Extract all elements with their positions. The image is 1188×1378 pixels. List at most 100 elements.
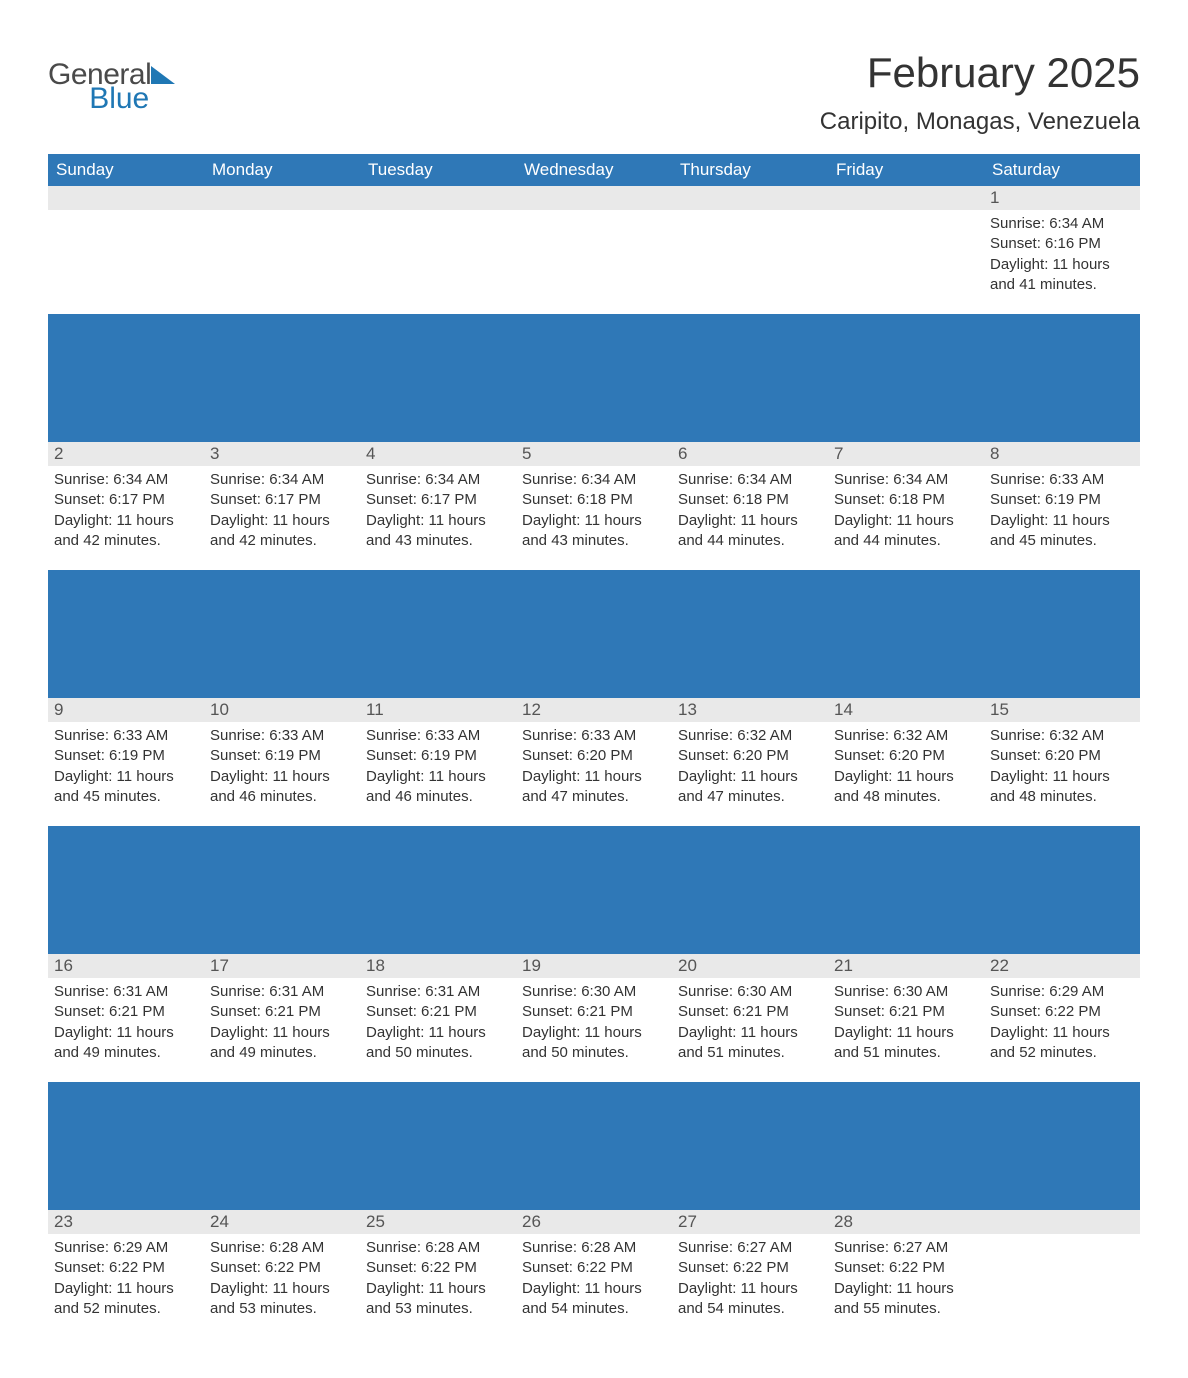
sunset-line: Sunset: 6:21 PM: [678, 1002, 822, 1022]
sunset-line: Sunset: 6:19 PM: [210, 746, 354, 766]
sunset-line: Sunset: 6:18 PM: [522, 490, 666, 510]
daylight-line-label: Daylight:: [834, 1024, 892, 1041]
calendar-empty: [48, 186, 204, 314]
sunrise-line-label: Sunrise:: [990, 215, 1045, 232]
sunset-line-value: 6:21 PM: [109, 1003, 165, 1020]
daylight-line: Daylight: 11 hours and 48 minutes.: [990, 767, 1134, 808]
daylight-line: Daylight: 11 hours and 45 minutes.: [990, 511, 1134, 552]
brand-text: General Blue: [48, 60, 151, 114]
day-number: 2: [48, 442, 204, 466]
calendar-empty: [516, 186, 672, 314]
sunset-line: Sunset: 6:22 PM: [678, 1258, 822, 1278]
sunset-line: Sunset: 6:17 PM: [210, 490, 354, 510]
daylight-line-label: Daylight:: [54, 768, 112, 785]
sunrise-line: Sunrise: 6:28 AM: [210, 1238, 354, 1258]
sunrise-line-label: Sunrise:: [522, 471, 577, 488]
day-number: [984, 1210, 1140, 1234]
sunset-line-value: 6:21 PM: [577, 1003, 633, 1020]
day-details: Sunrise: 6:29 AMSunset: 6:22 PMDaylight:…: [984, 978, 1140, 1069]
sunrise-line: Sunrise: 6:30 AM: [522, 982, 666, 1002]
daylight-line: Daylight: 11 hours and 42 minutes.: [210, 511, 354, 552]
sunrise-line-value: 6:32 AM: [1049, 727, 1104, 744]
weekday-header: Sunday: [48, 154, 204, 186]
daylight-line-label: Daylight:: [522, 512, 580, 529]
day-details: Sunrise: 6:29 AMSunset: 6:22 PMDaylight:…: [48, 1234, 204, 1325]
sunrise-line-label: Sunrise:: [678, 983, 733, 1000]
sunrise-line: Sunrise: 6:34 AM: [678, 470, 822, 490]
weekday-header: Wednesday: [516, 154, 672, 186]
sunrise-line-label: Sunrise:: [834, 983, 889, 1000]
calendar-day: 17Sunrise: 6:31 AMSunset: 6:21 PMDayligh…: [204, 954, 360, 1082]
day-details: Sunrise: 6:31 AMSunset: 6:21 PMDaylight:…: [48, 978, 204, 1069]
calendar-week: 16Sunrise: 6:31 AMSunset: 6:21 PMDayligh…: [48, 954, 1140, 1082]
day-details: Sunrise: 6:31 AMSunset: 6:21 PMDaylight:…: [360, 978, 516, 1069]
daylight-line-label: Daylight:: [834, 1280, 892, 1297]
sunrise-line: Sunrise: 6:31 AM: [210, 982, 354, 1002]
sunrise-line-label: Sunrise:: [834, 471, 889, 488]
daylight-line-label: Daylight:: [210, 1024, 268, 1041]
sunset-line: Sunset: 6:16 PM: [990, 234, 1134, 254]
day-details: Sunrise: 6:31 AMSunset: 6:21 PMDaylight:…: [204, 978, 360, 1069]
week-separator: [48, 570, 1140, 698]
sunset-line-value: 6:21 PM: [421, 1003, 477, 1020]
daylight-line-label: Daylight:: [678, 512, 736, 529]
daylight-line: Daylight: 11 hours and 52 minutes.: [990, 1023, 1134, 1064]
sunrise-line-label: Sunrise:: [366, 471, 421, 488]
day-details: Sunrise: 6:34 AMSunset: 6:18 PMDaylight:…: [828, 466, 984, 557]
sunset-line-label: Sunset:: [834, 747, 885, 764]
sunset-line-label: Sunset:: [366, 491, 417, 508]
sunset-line-label: Sunset:: [990, 235, 1041, 252]
sunrise-line-value: 6:27 AM: [893, 1239, 948, 1256]
sunset-line-value: 6:22 PM: [733, 1259, 789, 1276]
day-details: Sunrise: 6:34 AMSunset: 6:17 PMDaylight:…: [48, 466, 204, 557]
sunrise-line-label: Sunrise:: [54, 1239, 109, 1256]
sunset-line-label: Sunset:: [522, 491, 573, 508]
calendar-week: 1Sunrise: 6:34 AMSunset: 6:16 PMDaylight…: [48, 186, 1140, 314]
daylight-line: Daylight: 11 hours and 54 minutes.: [522, 1279, 666, 1320]
day-details: Sunrise: 6:30 AMSunset: 6:21 PMDaylight:…: [828, 978, 984, 1069]
daylight-line: Daylight: 11 hours and 45 minutes.: [54, 767, 198, 808]
calendar-body: 1Sunrise: 6:34 AMSunset: 6:16 PMDaylight…: [48, 186, 1140, 1338]
day-details: Sunrise: 6:34 AMSunset: 6:17 PMDaylight:…: [360, 466, 516, 557]
sunset-line-value: 6:20 PM: [889, 747, 945, 764]
daylight-line: Daylight: 11 hours and 48 minutes.: [834, 767, 978, 808]
weekday-header: Monday: [204, 154, 360, 186]
calendar-day: 10Sunrise: 6:33 AMSunset: 6:19 PMDayligh…: [204, 698, 360, 826]
sunrise-line-label: Sunrise:: [210, 471, 265, 488]
sunrise-line: Sunrise: 6:27 AM: [834, 1238, 978, 1258]
sunrise-line-value: 6:30 AM: [581, 983, 636, 1000]
daylight-line: Daylight: 11 hours and 51 minutes.: [834, 1023, 978, 1064]
daylight-line-label: Daylight:: [366, 1024, 424, 1041]
sunset-line-value: 6:21 PM: [889, 1003, 945, 1020]
sunset-line-label: Sunset:: [678, 747, 729, 764]
calendar-day: 5Sunrise: 6:34 AMSunset: 6:18 PMDaylight…: [516, 442, 672, 570]
day-details: Sunrise: 6:34 AMSunset: 6:17 PMDaylight:…: [204, 466, 360, 557]
daylight-line: Daylight: 11 hours and 54 minutes.: [678, 1279, 822, 1320]
sunrise-line-value: 6:30 AM: [737, 983, 792, 1000]
sunrise-line-value: 6:33 AM: [1049, 471, 1104, 488]
daylight-line: Daylight: 11 hours and 51 minutes.: [678, 1023, 822, 1064]
sunrise-line-value: 6:28 AM: [269, 1239, 324, 1256]
sunset-line-value: 6:21 PM: [733, 1003, 789, 1020]
daylight-line-label: Daylight:: [990, 1024, 1048, 1041]
day-number: 17: [204, 954, 360, 978]
day-number: 13: [672, 698, 828, 722]
location-label: Caripito, Monagas, Venezuela: [820, 108, 1140, 136]
calendar-day: 13Sunrise: 6:32 AMSunset: 6:20 PMDayligh…: [672, 698, 828, 826]
calendar-empty: [828, 186, 984, 314]
day-number: 15: [984, 698, 1140, 722]
sunset-line-label: Sunset:: [834, 491, 885, 508]
weekday-header: Thursday: [672, 154, 828, 186]
sunrise-line: Sunrise: 6:34 AM: [54, 470, 198, 490]
sunrise-line-label: Sunrise:: [210, 1239, 265, 1256]
day-details: Sunrise: 6:34 AMSunset: 6:16 PMDaylight:…: [984, 210, 1140, 301]
day-details: Sunrise: 6:33 AMSunset: 6:20 PMDaylight:…: [516, 722, 672, 813]
sunset-line-value: 6:20 PM: [733, 747, 789, 764]
day-number: 3: [204, 442, 360, 466]
sunset-line-value: 6:16 PM: [1045, 235, 1101, 252]
calendar-empty: [204, 186, 360, 314]
sunset-line-label: Sunset:: [678, 1259, 729, 1276]
sunrise-line-label: Sunrise:: [366, 1239, 421, 1256]
sunset-line-label: Sunset:: [678, 491, 729, 508]
page-header: General Blue February 2025 Caripito, Mon…: [48, 50, 1140, 146]
